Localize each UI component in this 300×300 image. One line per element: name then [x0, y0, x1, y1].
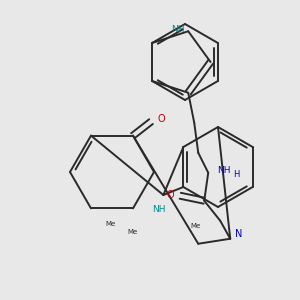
Text: H: H [233, 170, 239, 179]
Text: NH: NH [172, 25, 185, 34]
Text: Me: Me [128, 230, 138, 236]
Text: O: O [157, 114, 165, 124]
Text: N: N [235, 229, 242, 239]
Text: Me: Me [106, 221, 116, 227]
Text: NH: NH [218, 166, 231, 175]
Text: O: O [167, 190, 174, 200]
Text: Me: Me [190, 223, 200, 229]
Text: NH: NH [153, 206, 166, 214]
